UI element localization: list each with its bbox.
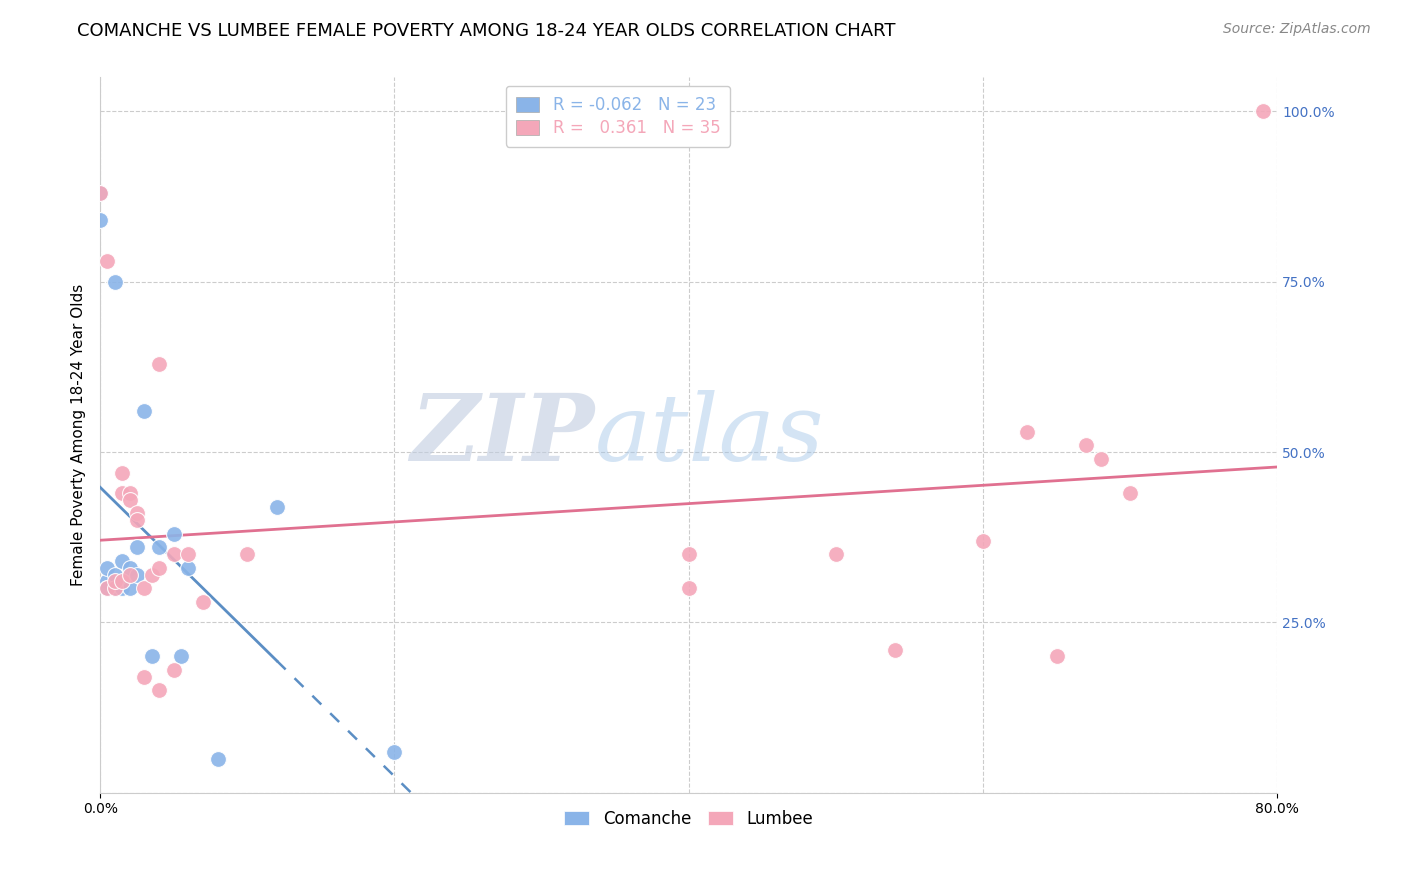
Point — [207, 751, 229, 765]
Point — [883, 642, 905, 657]
Y-axis label: Female Poverty Among 18-24 Year Olds: Female Poverty Among 18-24 Year Olds — [72, 284, 86, 586]
Point — [1119, 486, 1142, 500]
Point — [111, 486, 134, 500]
Point — [104, 582, 127, 596]
Point — [236, 547, 259, 561]
Point — [148, 683, 170, 698]
Point — [134, 404, 156, 418]
Point — [125, 541, 148, 555]
Point — [104, 582, 127, 596]
Point — [96, 582, 118, 596]
Point — [824, 547, 846, 561]
Point — [1045, 649, 1067, 664]
Point — [177, 547, 200, 561]
Text: Source: ZipAtlas.com: Source: ZipAtlas.com — [1223, 22, 1371, 37]
Text: atlas: atlas — [595, 390, 824, 480]
Point — [118, 567, 141, 582]
Point — [141, 567, 163, 582]
Point — [141, 649, 163, 664]
Point — [678, 582, 700, 596]
Point — [177, 561, 200, 575]
Point — [118, 582, 141, 596]
Point — [1090, 451, 1112, 466]
Point — [1074, 438, 1097, 452]
Point — [125, 507, 148, 521]
Point — [1251, 104, 1274, 119]
Point — [148, 357, 170, 371]
Point — [972, 533, 994, 548]
Point — [104, 567, 127, 582]
Point — [104, 574, 127, 589]
Point — [125, 567, 148, 582]
Point — [96, 582, 118, 596]
Point — [118, 486, 141, 500]
Point — [89, 186, 111, 201]
Point — [148, 561, 170, 575]
Point — [111, 574, 134, 589]
Point — [170, 649, 193, 664]
Point — [96, 254, 118, 268]
Point — [148, 541, 170, 555]
Text: ZIP: ZIP — [411, 390, 595, 480]
Point — [134, 670, 156, 684]
Legend: Comanche, Lumbee: Comanche, Lumbee — [558, 803, 820, 834]
Point — [163, 663, 186, 677]
Point — [384, 745, 406, 759]
Point — [125, 513, 148, 527]
Point — [191, 595, 214, 609]
Point — [266, 500, 288, 514]
Point — [96, 574, 118, 589]
Point — [111, 554, 134, 568]
Text: COMANCHE VS LUMBEE FEMALE POVERTY AMONG 18-24 YEAR OLDS CORRELATION CHART: COMANCHE VS LUMBEE FEMALE POVERTY AMONG … — [77, 22, 896, 40]
Point — [1017, 425, 1039, 439]
Point — [104, 275, 127, 289]
Point — [89, 186, 111, 201]
Point — [118, 561, 141, 575]
Point — [89, 213, 111, 227]
Point — [134, 582, 156, 596]
Point — [96, 561, 118, 575]
Point — [163, 547, 186, 561]
Point — [111, 466, 134, 480]
Point — [163, 526, 186, 541]
Point — [678, 547, 700, 561]
Point — [111, 582, 134, 596]
Point — [118, 492, 141, 507]
